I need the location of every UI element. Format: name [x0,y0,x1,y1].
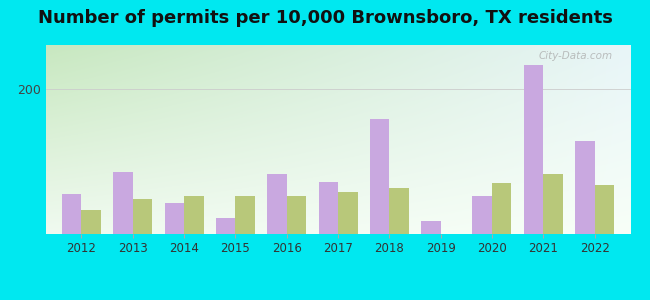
Bar [184,196,203,234]
Bar [595,184,614,234]
Bar [318,182,338,234]
Bar [216,218,235,234]
Bar [338,192,358,234]
Bar [81,210,101,234]
Bar [164,203,184,234]
Bar [267,174,287,234]
Text: Number of permits per 10,000 Brownsboro, TX residents: Number of permits per 10,000 Brownsboro,… [38,9,612,27]
Bar [543,174,563,234]
Bar [492,183,512,234]
Bar [370,119,389,234]
Bar [421,221,441,234]
Bar [133,199,152,234]
Text: City-Data.com: City-Data.com [539,51,613,61]
Bar [62,194,81,234]
Bar [389,188,409,234]
Bar [473,196,492,234]
Bar [113,172,133,234]
Bar [287,196,306,234]
Bar [235,196,255,234]
Bar [575,141,595,234]
Bar [524,65,543,234]
